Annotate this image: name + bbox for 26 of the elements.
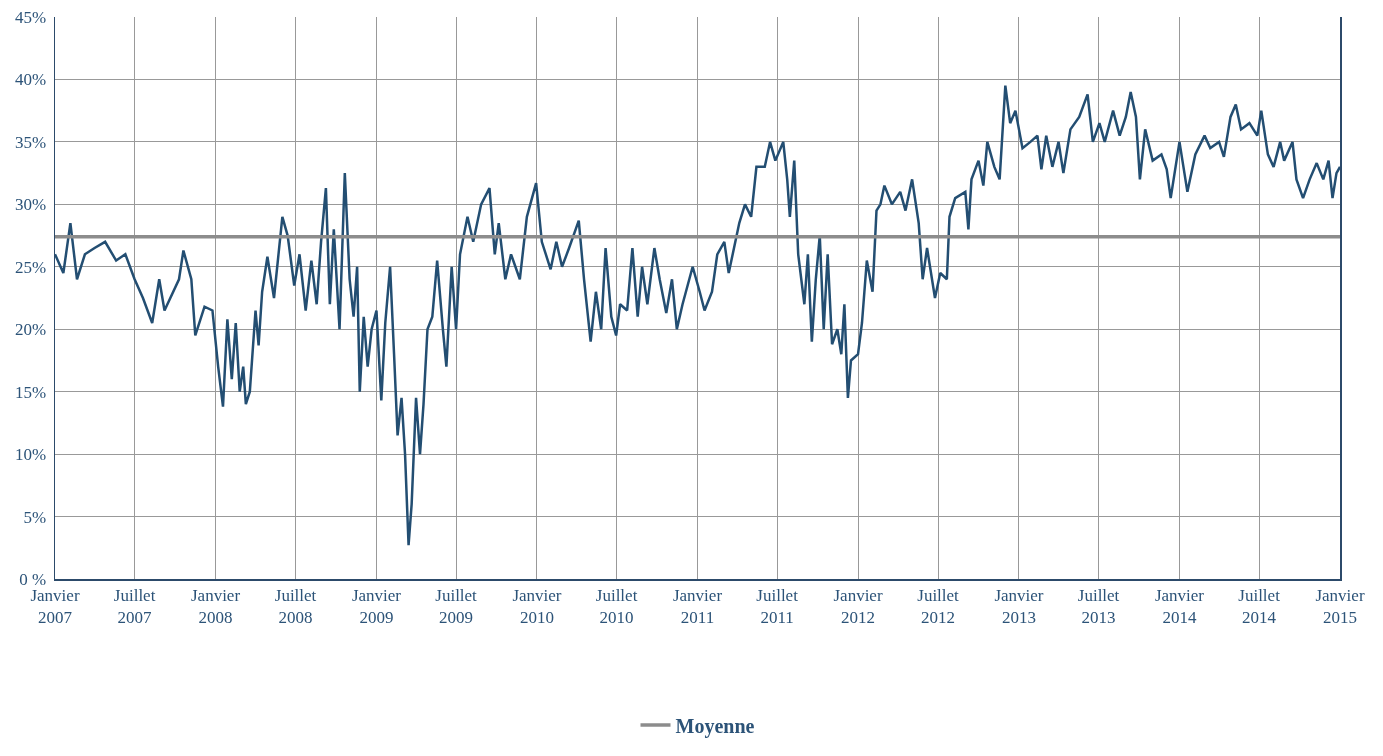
x-tick-label: Juillet 2013 (1077, 585, 1120, 627)
x-tick-label: Juillet 2010 (595, 585, 638, 627)
x-tick-label: Janvier 2010 (512, 585, 562, 627)
y-tick-label: 5% (23, 507, 47, 527)
y-tick-label: 15% (14, 382, 47, 402)
x-tick-label: Juillet 2008 (274, 585, 317, 627)
x-tick-label: Janvier 2011 (672, 585, 723, 627)
y-tick-label: 30% (14, 195, 47, 215)
x-tick-label: Juillet 2009 (435, 585, 478, 627)
x-tick-label: Juillet 2007 (113, 585, 156, 627)
x-tick-label: Juillet 2014 (1238, 585, 1281, 627)
y-tick-label: 10% (14, 445, 47, 465)
x-tick-label: Janvier 2015 (1315, 585, 1365, 627)
x-tick-label: Janvier 2009 (351, 585, 402, 627)
x-tick-label: Janvier 2014 (1154, 585, 1205, 627)
y-tick-label: 45% (14, 7, 47, 27)
y-tick-label: 40% (14, 70, 47, 90)
legend-label: Moyenne (675, 714, 755, 738)
y-tick-label: 20% (14, 320, 47, 340)
x-tick-label: Juillet 2011 (756, 585, 799, 627)
x-tick-label: Juillet 2012 (917, 585, 960, 627)
y-tick-label: 25% (14, 257, 47, 277)
y-tick-label: 35% (14, 132, 47, 152)
x-tick-label: Janvier 2008 (190, 585, 241, 627)
x-tick-label: Janvier 2013 (994, 585, 1044, 627)
x-tick-label: Janvier 2012 (833, 585, 883, 627)
